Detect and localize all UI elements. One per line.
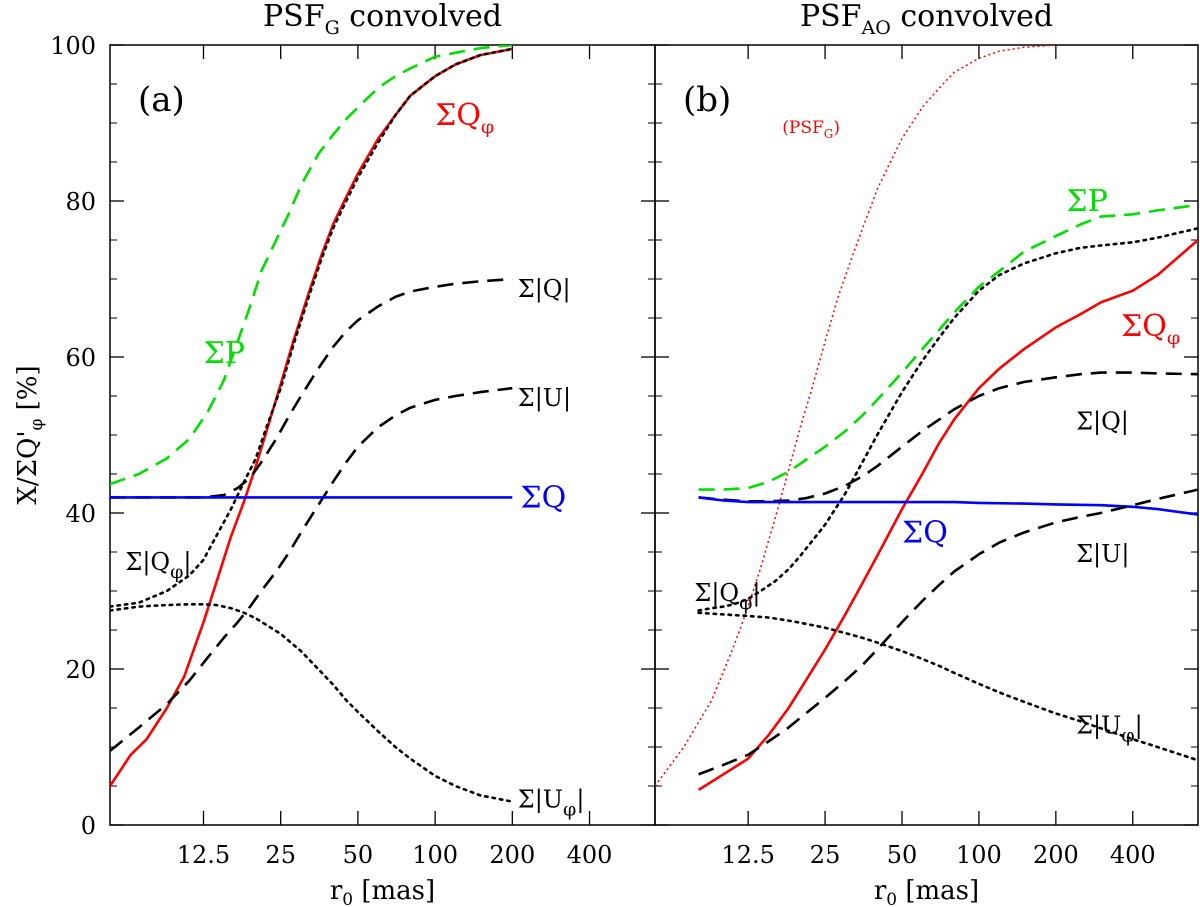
series-a-sum-p bbox=[110, 45, 513, 486]
annotation-b-sum-u: Σ|U| bbox=[1076, 540, 1129, 569]
series-a-sum-q-phi bbox=[110, 47, 513, 787]
annotation-b-sum-qphi: Σ|Qφ| bbox=[694, 579, 760, 614]
series-a-sum-u bbox=[110, 386, 513, 752]
y-tick-label: 0 bbox=[81, 812, 96, 840]
annotation-b-sum-uphi: Σ|Uφ| bbox=[1076, 712, 1143, 747]
annotation-b-sum-q: Σ|Q| bbox=[1076, 407, 1129, 436]
series-a-sum-q-phi bbox=[110, 47, 514, 608]
annotation-b-sum-qphi: ΣQφ bbox=[1121, 309, 1180, 349]
annotation-a-sum-uphi: Σ|Uφ| bbox=[518, 786, 585, 821]
panel-a: 0 20 40 60 80 100 12.5 25 50 100 200 400 ΣQφ ΣP Σ|Q| Σ|… bbox=[13, 0, 656, 907]
x-tick-label: 25 bbox=[810, 841, 841, 869]
y-tick-label: 60 bbox=[65, 344, 96, 372]
series-b-sum-u bbox=[698, 488, 1198, 776]
series-a-sum-q bbox=[110, 277, 513, 499]
y-tick-label: 80 bbox=[65, 188, 96, 216]
series-group-a bbox=[110, 45, 514, 803]
series-b-sum-q-phi bbox=[697, 239, 1198, 792]
panel-title-b: PSFAO convolved bbox=[800, 0, 1053, 39]
x-tick-label: 50 bbox=[343, 841, 374, 869]
series-b-sum-q-phi-upper bbox=[697, 227, 1198, 612]
x-tick-label: 50 bbox=[887, 841, 918, 869]
x-tick-label: 25 bbox=[265, 841, 296, 869]
series-b-sum-q bbox=[698, 496, 1198, 516]
series-b-sum-p bbox=[698, 203, 1198, 491]
series-b-sum-q bbox=[698, 371, 1198, 503]
series-group-b bbox=[655, 45, 1198, 792]
x-tick-label: 400 bbox=[1110, 841, 1156, 869]
x-axis-label-a: r0 [mas] bbox=[330, 876, 435, 907]
y-tick-label: 40 bbox=[65, 500, 96, 528]
y-tick-label: 20 bbox=[65, 656, 96, 684]
series-a-sum-u-phi bbox=[110, 602, 514, 803]
panel-b: 12.5 25 50 100 200 400 (PSFG) ΣP ΣQφ Σ|Q| ΣQ Σ|U| Σ|… bbox=[654, 0, 1199, 907]
y-tick-label: 100 bbox=[50, 32, 96, 60]
x-tick-label: 200 bbox=[489, 841, 535, 869]
annotation-a-sum-qphi: ΣQφ bbox=[435, 98, 494, 138]
x-tick-label: 400 bbox=[567, 841, 613, 869]
panel-label-a: (a) bbox=[138, 80, 185, 120]
annotation-b-sum-p: ΣP bbox=[1066, 184, 1107, 219]
panel-title-a: PSFG convolved bbox=[263, 0, 502, 39]
annotation-b-sum-q: ΣQ bbox=[902, 516, 948, 551]
series-b-sum-u-phi bbox=[697, 611, 1198, 762]
panel-label-b: (b) bbox=[683, 80, 731, 120]
x-tick-label: 200 bbox=[1033, 841, 1079, 869]
series-b-psf-g bbox=[655, 45, 1056, 787]
annotation-a-sum-q: Σ|Q| bbox=[518, 275, 571, 304]
annotation-a-sum-q: ΣQ bbox=[520, 480, 566, 515]
x-tick-label: 12.5 bbox=[177, 841, 230, 869]
annotation-b-psfg: (PSFG) bbox=[782, 118, 840, 141]
x-tick-label: 100 bbox=[956, 841, 1002, 869]
y-axis-label: X/ΣQ'φ [%] bbox=[13, 365, 47, 504]
plot-frame-a bbox=[109, 44, 656, 826]
x-axis-label-b: r0 [mas] bbox=[874, 876, 979, 907]
annotation-a-sum-p: ΣP bbox=[203, 336, 244, 371]
annotation-a-sum-qphi: Σ|Qφ| bbox=[125, 548, 191, 583]
x-tick-label: 100 bbox=[412, 841, 458, 869]
annotation-a-sum-u: Σ|U| bbox=[518, 384, 571, 413]
x-tick-label: 12.5 bbox=[721, 841, 774, 869]
